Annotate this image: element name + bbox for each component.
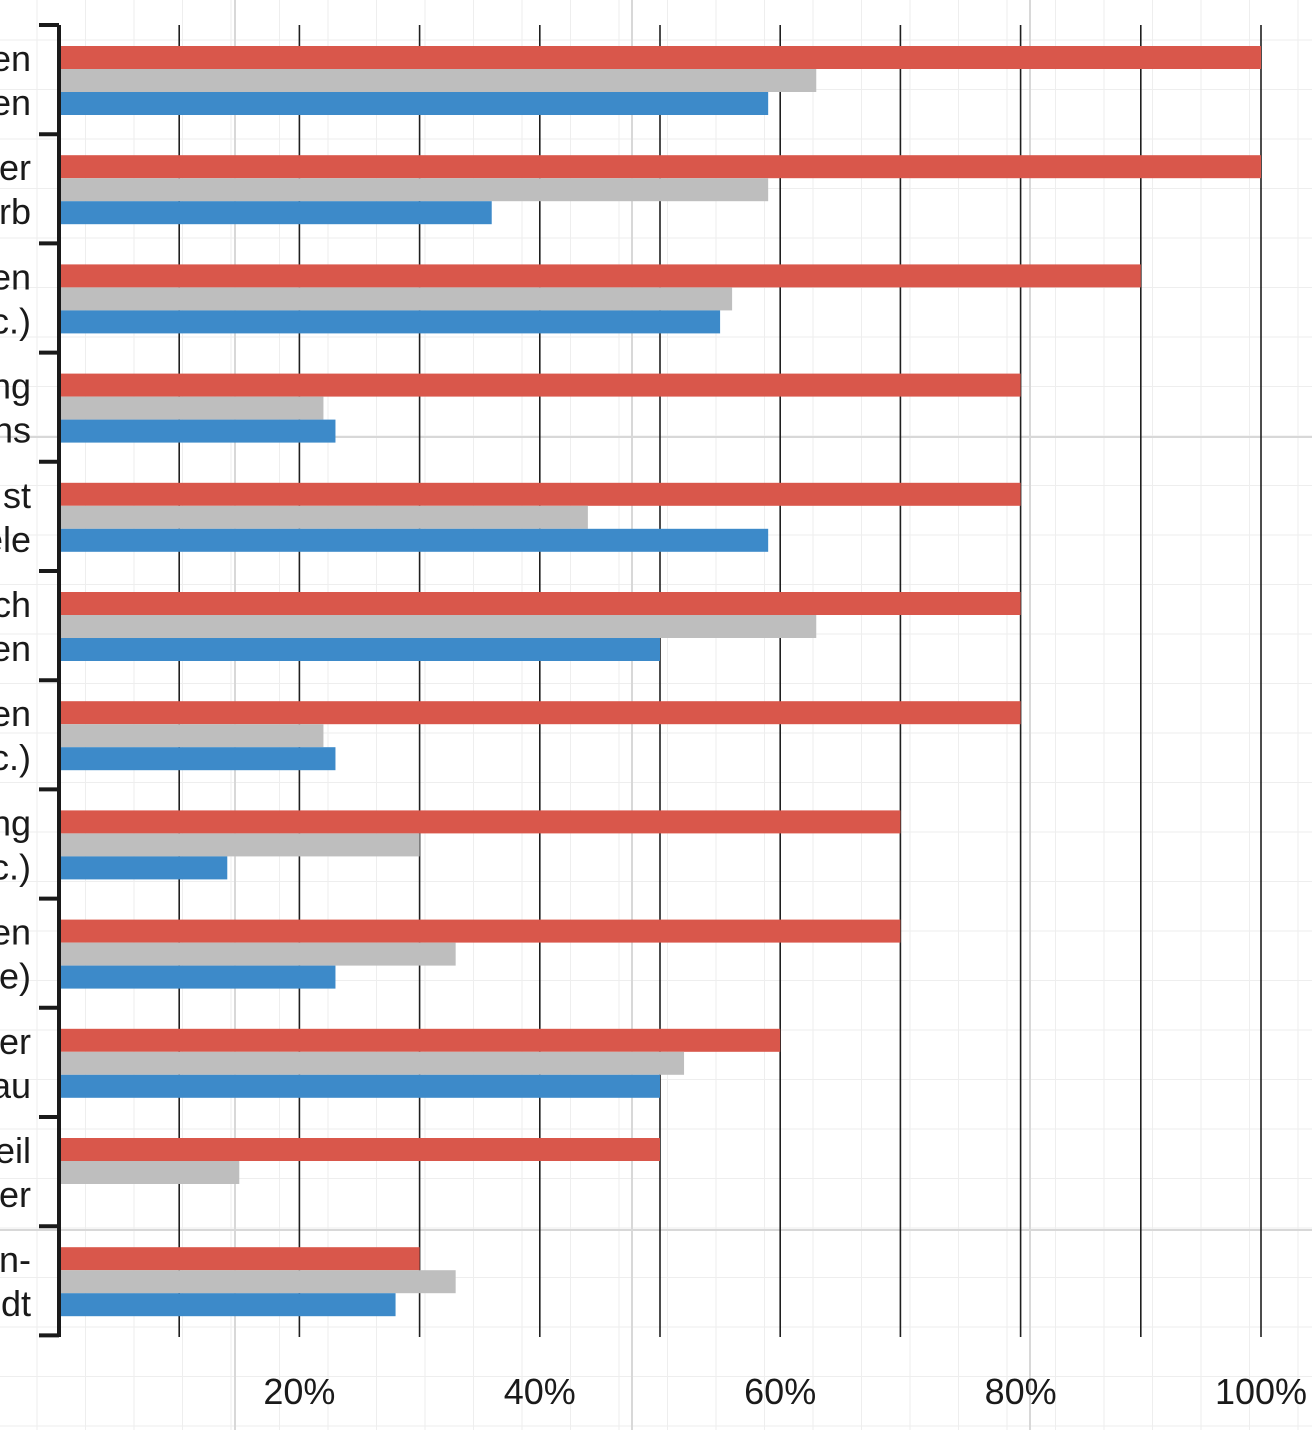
bar-series-2-category-7 bbox=[59, 724, 324, 748]
y-axis bbox=[39, 23, 61, 1338]
category-label-line1: n- bbox=[0, 1239, 31, 1280]
bar-series-1-category-5 bbox=[59, 482, 1021, 506]
bar-series-3-category-12 bbox=[59, 1293, 396, 1317]
bar-series-3-category-6 bbox=[59, 638, 660, 661]
category-label-line2: c.) bbox=[0, 300, 31, 341]
category-label-line2: en bbox=[0, 628, 31, 669]
bar-series-1-category-1 bbox=[59, 46, 1261, 69]
category-label-line2: dt bbox=[1, 1283, 31, 1324]
bar-series-3-category-3 bbox=[59, 310, 721, 334]
bars bbox=[59, 46, 1261, 1317]
bar-series-2-category-4 bbox=[59, 396, 324, 420]
bar-series-2-category-11 bbox=[59, 1161, 240, 1184]
category-label-line2: er bbox=[0, 1174, 31, 1215]
category-label-line2: rb bbox=[0, 191, 31, 232]
bar-series-1-category-9 bbox=[59, 919, 901, 943]
x-tick-label: 20% bbox=[263, 1371, 335, 1412]
category-label-line1: st bbox=[3, 475, 31, 516]
x-tick-label: 60% bbox=[744, 1371, 816, 1412]
bar-series-2-category-10 bbox=[59, 1051, 685, 1075]
bar-series-1-category-3 bbox=[59, 264, 1141, 288]
bar-series-1-category-4 bbox=[59, 373, 1021, 397]
bar-series-3-category-1 bbox=[59, 92, 769, 115]
bar-series-1-category-11 bbox=[59, 1138, 660, 1161]
bar-series-3-category-8 bbox=[59, 856, 228, 880]
category-label-line1: en bbox=[0, 256, 31, 297]
category-label-line1: ch bbox=[0, 584, 31, 625]
category-label-line1: en bbox=[0, 693, 31, 734]
bar-series-2-category-1 bbox=[59, 69, 817, 92]
category-label-line2: ele bbox=[0, 519, 31, 560]
category-label-line2: ns bbox=[0, 410, 31, 451]
bar-series-3-category-10 bbox=[59, 1074, 660, 1098]
bar-series-1-category-12 bbox=[59, 1247, 420, 1271]
x-tick-label: 80% bbox=[985, 1371, 1057, 1412]
bar-series-2-category-5 bbox=[59, 505, 588, 529]
bar-series-3-category-4 bbox=[59, 419, 336, 443]
bar-series-3-category-9 bbox=[59, 965, 336, 989]
category-label-line2: te) bbox=[0, 956, 31, 997]
category-label-line2: c.) bbox=[0, 846, 31, 887]
x-tick-label: 100% bbox=[1215, 1371, 1307, 1412]
bar-series-1-category-10 bbox=[59, 1028, 781, 1052]
bar-series-2-category-9 bbox=[59, 942, 456, 966]
category-label-line1: er bbox=[0, 147, 31, 188]
bar-series-2-category-8 bbox=[59, 833, 420, 857]
bar-series-1-category-6 bbox=[59, 592, 1021, 615]
category-label-line1: en bbox=[0, 912, 31, 953]
x-tick-labels: 20% 40% 60% 80% 100% bbox=[263, 1371, 1307, 1412]
bar-series-1-category-2 bbox=[59, 155, 1261, 179]
category-label-line1: ng bbox=[0, 366, 31, 407]
bar-series-1-category-8 bbox=[59, 810, 901, 834]
category-label-line2: c.) bbox=[0, 737, 31, 778]
bar-series-3-category-2 bbox=[59, 201, 492, 225]
bar-series-2-category-12 bbox=[59, 1270, 456, 1294]
bar-series-1-category-7 bbox=[59, 701, 1021, 725]
category-label-line1: er bbox=[0, 1021, 31, 1062]
bar-series-3-category-5 bbox=[59, 528, 769, 552]
bar-series-2-category-2 bbox=[59, 178, 769, 202]
category-label-line1: ng bbox=[0, 802, 31, 843]
category-labels: enenerrbenc.)ngnsstelechenenc.)ngc.)ente… bbox=[0, 38, 31, 1324]
category-label-line1: en bbox=[0, 38, 31, 79]
category-label-line2: au bbox=[0, 1065, 31, 1106]
bar-series-3-category-7 bbox=[59, 747, 336, 771]
bar-series-2-category-6 bbox=[59, 615, 817, 638]
x-tick-label: 40% bbox=[504, 1371, 576, 1412]
category-label-line1: eil bbox=[0, 1130, 31, 1171]
category-label-line2: en bbox=[0, 82, 31, 123]
bar-series-2-category-3 bbox=[59, 287, 733, 311]
